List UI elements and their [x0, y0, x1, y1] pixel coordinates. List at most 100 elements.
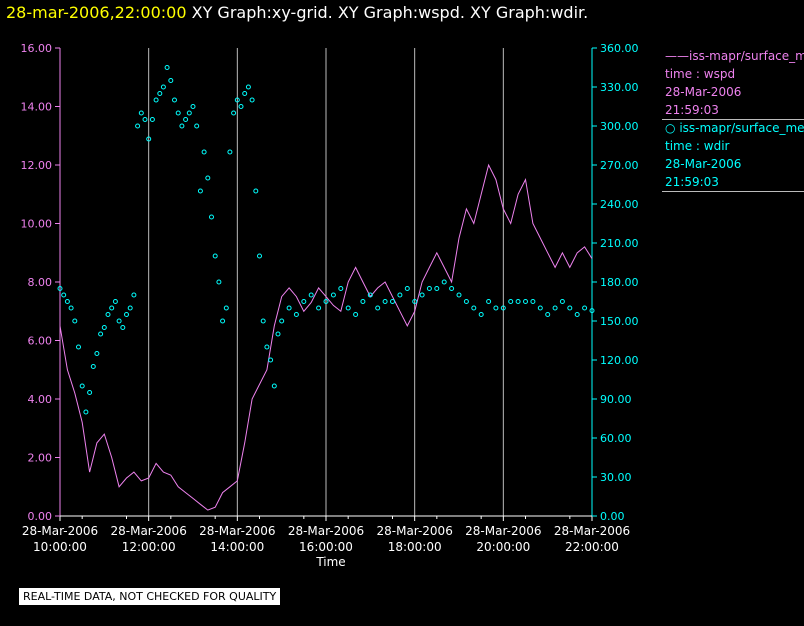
wdir-point	[238, 104, 244, 109]
y-left-tick-label: 4.00	[28, 393, 53, 406]
wdir-point	[552, 305, 558, 311]
y-right-tick-label: 150.00	[600, 315, 639, 328]
wdir-point	[582, 305, 588, 311]
wdir-point	[574, 312, 580, 317]
wdir-point	[515, 299, 521, 304]
wdir-point	[419, 292, 425, 298]
wdir-point	[168, 78, 174, 83]
wdir-point	[231, 110, 237, 116]
wdir-point	[412, 299, 418, 304]
wdir-point	[323, 299, 329, 304]
wdir-point	[223, 305, 229, 311]
legend-wdir-title: iss-mapr/surface_meteorology	[679, 121, 804, 135]
wdir-point	[260, 318, 266, 324]
wdir-point	[316, 305, 322, 311]
y-right-tick-label: 360.00	[600, 42, 639, 55]
y-left-tick-label: 6.00	[28, 335, 53, 348]
wdir-point	[220, 318, 226, 324]
wdir-series	[57, 65, 595, 415]
wdir-point	[209, 214, 214, 220]
x-tick-date: 28-Mar-2006	[554, 524, 630, 538]
x-tick-time: 20:00:00	[476, 540, 530, 554]
wdir-point	[249, 97, 255, 103]
wdir-point	[567, 305, 573, 311]
disclaimer: REAL-TIME DATA, NOT CHECKED FOR QUALITY	[19, 588, 281, 605]
legend-wdir-date: 28-Mar-2006	[665, 157, 742, 171]
wdir-point	[61, 292, 67, 298]
y-right-tick-label: 210.00	[600, 237, 639, 250]
wdir-point	[164, 65, 170, 70]
legend-wspd-marker: ——	[665, 49, 689, 63]
wdir-point	[301, 299, 307, 304]
legend-wspd-time: 21:59:03	[665, 103, 719, 117]
wdir-point	[98, 331, 104, 337]
legend-wspd-var: time : wspd	[665, 67, 736, 81]
legend-separator	[662, 119, 804, 120]
x-tick-time: 12:00:00	[122, 540, 176, 554]
wdir-point	[523, 299, 528, 304]
wdir-point	[197, 188, 203, 194]
wdir-point	[76, 344, 81, 350]
wdir-point	[190, 104, 196, 109]
wdir-point	[545, 312, 551, 317]
wdir-point	[94, 351, 100, 356]
wdir-point	[227, 149, 233, 155]
wdir-point	[87, 390, 93, 395]
wdir-point	[90, 364, 96, 369]
x-tick-time: 22:00:00	[565, 540, 619, 554]
wdir-point	[109, 305, 115, 311]
legend-wdir-var: time : wdir	[665, 139, 730, 153]
y-right-tick-label: 240.00	[600, 198, 639, 211]
wdir-point	[72, 318, 78, 324]
wdir-point	[183, 117, 189, 122]
wdir-point	[79, 383, 85, 389]
wdir-point	[404, 286, 410, 291]
x-axis-label: Time	[315, 555, 345, 569]
x-tick-date: 28-Mar-2006	[22, 524, 98, 538]
y-right-tick-label: 90.00	[600, 393, 632, 406]
wdir-point	[330, 292, 336, 298]
wdir-point	[367, 292, 373, 298]
wdir-point	[120, 325, 126, 330]
wdir-point	[64, 299, 70, 304]
wdir-point	[345, 305, 351, 311]
wdir-point	[157, 91, 163, 96]
y-right-tick-label: 30.00	[600, 471, 632, 484]
wdir-point	[216, 279, 222, 285]
x-tick-date: 28-Mar-2006	[110, 524, 186, 538]
wdir-point	[463, 299, 469, 304]
wdir-point	[105, 312, 111, 317]
y-left-tick-label: 12.00	[21, 159, 53, 172]
wdir-point	[589, 308, 595, 314]
y-right-tick-label: 120.00	[600, 354, 639, 367]
wdir-point	[293, 312, 299, 317]
legend-wspd-date: 28-Mar-2006	[665, 85, 742, 99]
y-right-tick-label: 270.00	[600, 159, 639, 172]
y-left-tick-label: 2.00	[28, 452, 53, 465]
grid-lines	[148, 48, 504, 516]
wdir-point	[375, 305, 381, 311]
axes	[55, 47, 597, 521]
wdir-point	[146, 136, 152, 142]
wdir-point	[397, 292, 403, 298]
wdir-point	[275, 331, 281, 337]
wdir-point	[441, 279, 447, 285]
wdir-point	[264, 344, 270, 350]
title-graphs: XY Graph:xy-grid. XY Graph:wspd. XY Grap…	[191, 3, 589, 22]
wdir-point	[426, 286, 432, 291]
wdir-point	[434, 286, 440, 291]
wdir-point	[201, 149, 207, 155]
wdir-point	[194, 123, 200, 129]
wdir-point	[101, 325, 107, 330]
wdir-point	[83, 409, 89, 415]
x-tick-time: 18:00:00	[388, 540, 442, 554]
wdir-point	[149, 117, 155, 122]
wdir-point	[257, 253, 262, 259]
wdir-point	[279, 318, 285, 324]
wdir-point	[449, 286, 455, 291]
wdir-point	[112, 299, 118, 304]
wdir-point	[153, 97, 159, 103]
y-left-tick-label: 0.00	[28, 510, 53, 523]
wdir-point	[127, 305, 133, 311]
wdir-point	[559, 299, 565, 304]
